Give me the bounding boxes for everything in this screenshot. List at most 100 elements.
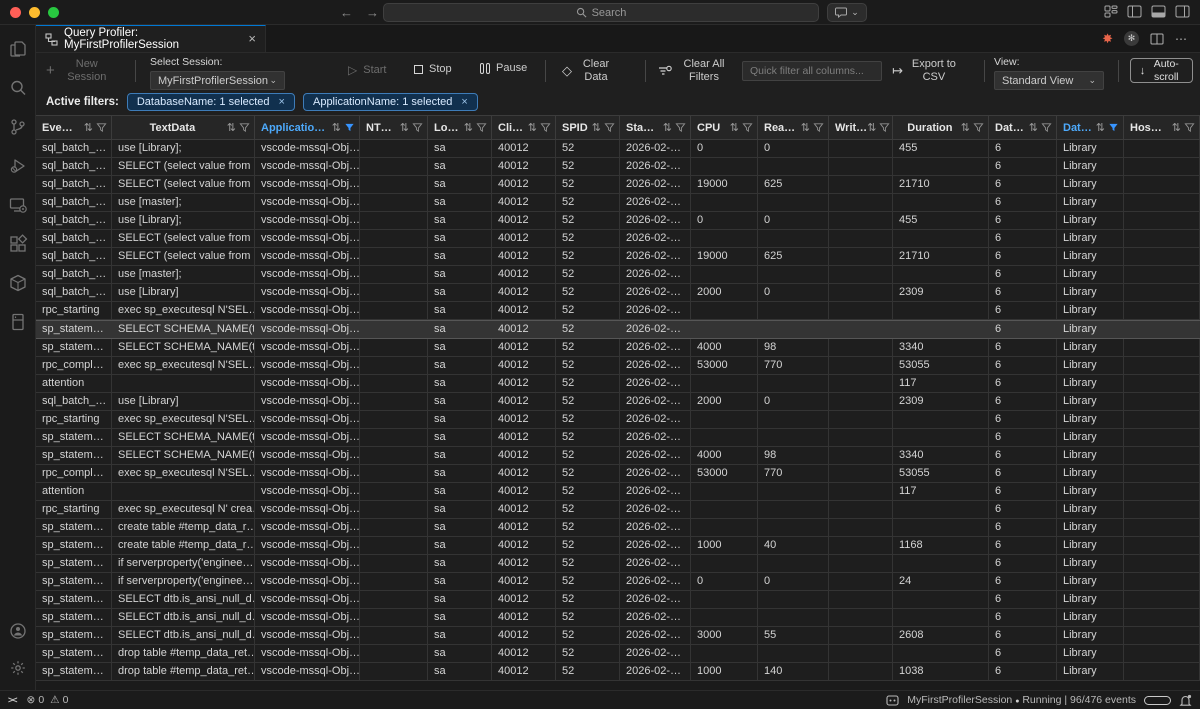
table-row[interactable]: rpc_starting exec sp_executesql N'SEL… vsc… [36, 411, 1200, 429]
column-header-start-time[interactable]: Sta… ⇅ [620, 116, 691, 139]
column-header-database-name[interactable]: Dat… ⇅ [1057, 116, 1124, 139]
sort-icon[interactable]: ⇅ [960, 122, 970, 134]
sort-icon[interactable]: ⇅ [399, 122, 409, 134]
history-back-button[interactable]: ← [340, 5, 353, 20]
remote-explorer-icon[interactable] [6, 193, 30, 217]
column-header-text-data[interactable]: TextData ⇅ [112, 116, 255, 139]
filter-icon[interactable] [742, 122, 753, 133]
table-row[interactable]: sp_statem… create table #temp_data_r… vsco… [36, 537, 1200, 555]
table-row[interactable]: sql_batch_… SELECT (select value from … vs… [36, 248, 1200, 266]
filter-icon[interactable] [675, 122, 686, 133]
new-session-button[interactable]: + New Session [46, 58, 113, 84]
filter-icon-active[interactable] [1108, 122, 1119, 133]
table-row[interactable]: sql_batch_… use [Library]; vscode-mssql-Ob… [36, 140, 1200, 158]
sort-icon[interactable]: ⇅ [867, 122, 877, 134]
sort-icon[interactable]: ⇅ [463, 122, 473, 134]
filter-icon[interactable] [239, 122, 250, 133]
source-control-icon[interactable] [6, 115, 30, 139]
table-row[interactable]: sp_statem… if serverproperty('enginee… vsc… [36, 573, 1200, 591]
toggle-panel-icon[interactable] [1151, 5, 1166, 18]
clear-data-button[interactable]: ◇ Clear Data [562, 58, 614, 84]
column-header-database-id[interactable]: Dat… ⇅ [989, 116, 1057, 139]
command-center-search[interactable]: Search [383, 3, 819, 22]
table-row[interactable]: sql_batch_… use [master]; vscode-mssql-Obj… [36, 194, 1200, 212]
table-row[interactable]: sql_batch_… SELECT (select value from … vs… [36, 158, 1200, 176]
column-header-cpu[interactable]: CPU ⇅ [691, 116, 758, 139]
table-row[interactable]: sql_batch_… use [Library] vscode-mssql-Obj… [36, 393, 1200, 411]
filter-icon[interactable] [1184, 122, 1195, 133]
column-header-application-name[interactable]: Applicatio… ⇅ [255, 116, 360, 139]
filter-icon[interactable] [813, 122, 824, 133]
table-row[interactable]: sp_statem… if serverproperty('enginee… vsc… [36, 555, 1200, 573]
toggle-secondary-sidebar-icon[interactable] [1175, 5, 1190, 18]
ai-assistant-icon[interactable]: ✻ [1124, 31, 1139, 46]
table-row[interactable]: rpc_starting exec sp_executesql N'SEL… vsc… [36, 302, 1200, 320]
column-header-client-process-id[interactable]: Cli… ⇅ [492, 116, 556, 139]
filter-chip-databasename[interactable]: DatabaseName: 1 selected × [126, 92, 295, 111]
stop-button[interactable]: Stop [414, 63, 452, 75]
column-header-spid[interactable]: SPID ⇅ [556, 116, 620, 139]
table-row[interactable]: sp_statem… drop table #temp_data_ret… vsco… [36, 645, 1200, 663]
column-header-host-name[interactable]: Hos… ⇅ [1124, 116, 1200, 139]
filter-icon[interactable] [973, 122, 984, 133]
table-row[interactable]: rpc_compl… exec sp_executesql N'SEL… vscod… [36, 357, 1200, 375]
column-header-reads[interactable]: Rea… ⇅ [758, 116, 829, 139]
remote-indicator-icon[interactable]: >< [8, 695, 17, 705]
column-header-event-class[interactable]: Eve… ⇅ [36, 116, 112, 139]
table-row[interactable]: sp_statem… drop table #temp_data_ret… vsco… [36, 663, 1200, 681]
table-row[interactable]: sp_statem… SELECT SCHEMA_NAME(t… vscode-ms… [36, 320, 1200, 339]
export-csv-button[interactable]: ↦ Export to CSV [892, 58, 959, 84]
run-debug-icon[interactable] [6, 154, 30, 178]
tab-query-profiler[interactable]: Query Profiler: MyFirstProfilerSession × [36, 25, 266, 52]
sort-icon[interactable]: ⇅ [1171, 122, 1181, 134]
filter-chip-applicationname[interactable]: ApplicationName: 1 selected × [302, 92, 478, 111]
table-row[interactable]: sql_batch_… SELECT (select value from … vs… [36, 230, 1200, 248]
filter-icon[interactable] [879, 122, 890, 133]
table-row[interactable]: sp_statem… SELECT SCHEMA_NAME(t… vscode-ms… [36, 339, 1200, 357]
column-header-duration[interactable]: Duration ⇅ [893, 116, 989, 139]
problems-status[interactable]: ⊗ 0 ⚠ 0 [27, 694, 69, 706]
table-row[interactable]: sp_statem… SELECT SCHEMA_NAME(t… vscode-ms… [36, 447, 1200, 465]
remove-filter-icon[interactable]: × [461, 95, 468, 108]
sort-icon[interactable]: ⇅ [662, 122, 672, 134]
filter-icon[interactable] [476, 122, 487, 133]
sort-icon[interactable]: ⇅ [226, 122, 236, 134]
filter-icon[interactable] [540, 122, 551, 133]
filter-icon-active[interactable] [344, 122, 355, 133]
table-row[interactable]: sp_statem… SELECT dtb.is_ansi_null_d… vsco… [36, 609, 1200, 627]
column-header-login-name[interactable]: Lo… ⇅ [428, 116, 492, 139]
minimize-window-button[interactable] [29, 7, 40, 18]
filter-icon[interactable] [1041, 122, 1052, 133]
table-row[interactable]: attention vscode-mssql-Obj… sa 40012 52 2026-… [36, 375, 1200, 393]
auto-scroll-button[interactable]: ↓ Auto-scroll [1130, 58, 1193, 83]
table-row[interactable]: rpc_starting exec sp_executesql N' crea… v… [36, 501, 1200, 519]
grid-body[interactable]: sql_batch_… use [Library]; vscode-mssql-Ob… [36, 140, 1200, 690]
explorer-icon[interactable] [6, 37, 30, 61]
tab-close-icon[interactable]: × [248, 31, 256, 46]
table-row[interactable]: sql_batch_… use [master]; vscode-mssql-Obj… [36, 266, 1200, 284]
toggle-primary-sidebar-icon[interactable] [1127, 5, 1142, 18]
close-window-button[interactable] [10, 7, 21, 18]
containers-icon[interactable] [6, 271, 30, 295]
more-actions-icon[interactable]: ⋯ [1175, 31, 1188, 46]
customize-layout-icon[interactable] [1104, 5, 1118, 18]
table-row[interactable]: sql_batch_… use [Library]; vscode-mssql-Ob… [36, 212, 1200, 230]
table-row[interactable]: sp_statem… SELECT dtb.is_ansi_null_d… vsco… [36, 627, 1200, 645]
sort-icon[interactable]: ⇅ [1095, 122, 1105, 134]
settings-gear-icon[interactable] [6, 656, 30, 680]
filter-icon[interactable] [604, 122, 615, 133]
table-row[interactable]: sp_statem… SELECT SCHEMA_NAME(t… vscode-ms… [36, 429, 1200, 447]
pause-button[interactable]: Pause [480, 62, 527, 74]
clear-all-filters-button[interactable]: Clear All Filters [658, 58, 730, 84]
start-button[interactable]: ▷ Start [348, 63, 386, 77]
session-select[interactable]: MyFirstProfilerSession ⌄ [150, 71, 285, 90]
table-row[interactable]: sp_statem… create table #temp_data_r… vsco… [36, 519, 1200, 537]
table-row[interactable]: rpc_compl… exec sp_executesql N'SEL… vscod… [36, 465, 1200, 483]
remove-filter-icon[interactable]: × [278, 95, 285, 108]
sort-icon[interactable]: ⇅ [591, 122, 601, 134]
column-header-nt-user-name[interactable]: NT… ⇅ [360, 116, 428, 139]
chat-button[interactable]: ⌄ [827, 3, 867, 22]
filter-icon[interactable] [412, 122, 423, 133]
database-icon[interactable] [6, 310, 30, 334]
sort-icon[interactable]: ⇅ [331, 122, 341, 134]
